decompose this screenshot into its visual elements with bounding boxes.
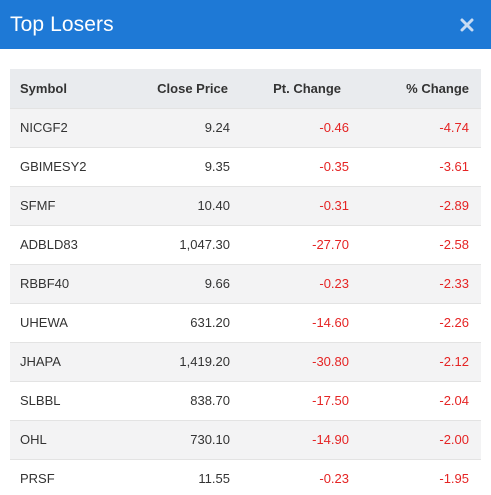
cell-close-price: 9.24 xyxy=(120,107,230,147)
table-row[interactable]: SLBBL 838.70 -17.50 -2.04 xyxy=(10,380,481,420)
cell-pt-change: -14.60 xyxy=(230,302,351,342)
losers-table: Symbol Close Price Pt. Change % Change N… xyxy=(10,69,481,495)
cell-close-price: 1,419.20 xyxy=(120,341,230,381)
cell-pt-change: -30.80 xyxy=(230,341,351,381)
cell-pt-change: -0.23 xyxy=(230,458,351,495)
cell-symbol: RBBF40 xyxy=(10,263,120,303)
cell-close-price: 730.10 xyxy=(120,419,230,459)
cell-pct-change: -2.04 xyxy=(351,380,481,420)
cell-pct-change: -3.61 xyxy=(351,146,481,186)
table-row[interactable]: OHL 730.10 -14.90 -2.00 xyxy=(10,419,481,459)
table-header-row: Symbol Close Price Pt. Change % Change xyxy=(10,69,481,108)
modal-title: Top Losers xyxy=(10,12,114,36)
cell-symbol: NICGF2 xyxy=(10,107,120,147)
table-row[interactable]: RBBF40 9.66 -0.23 -2.33 xyxy=(10,263,481,303)
cell-pct-change: -2.26 xyxy=(351,302,481,342)
cell-pct-change: -2.89 xyxy=(351,185,481,225)
cell-pt-change: -0.35 xyxy=(230,146,351,186)
cell-symbol: UHEWA xyxy=(10,302,120,342)
cell-symbol: JHAPA xyxy=(10,341,120,381)
cell-pct-change: -4.74 xyxy=(351,107,481,147)
cell-symbol: ADBLD83 xyxy=(10,224,120,264)
cell-pct-change: -2.58 xyxy=(351,224,481,264)
cell-close-price: 9.35 xyxy=(120,146,230,186)
cell-symbol: PRSF xyxy=(10,458,120,495)
table-row[interactable]: NICGF2 9.24 -0.46 -4.74 xyxy=(10,107,481,147)
cell-close-price: 631.20 xyxy=(120,302,230,342)
cell-pt-change: -17.50 xyxy=(230,380,351,420)
cell-close-price: 11.55 xyxy=(120,458,230,495)
column-header-close-price[interactable]: Close Price xyxy=(157,80,228,96)
cell-close-price: 9.66 xyxy=(120,263,230,303)
close-button[interactable] xyxy=(457,15,477,35)
column-header-pct-change[interactable]: % Change xyxy=(406,80,469,96)
column-header-pt-change[interactable]: Pt. Change xyxy=(273,80,341,96)
modal-header: Top Losers xyxy=(0,0,491,49)
cell-pct-change: -1.95 xyxy=(351,458,481,495)
table-row[interactable]: JHAPA 1,419.20 -30.80 -2.12 xyxy=(10,341,481,381)
cell-pt-change: -14.90 xyxy=(230,419,351,459)
table-row[interactable]: SFMF 10.40 -0.31 -2.89 xyxy=(10,185,481,225)
cell-pt-change: -0.46 xyxy=(230,107,351,147)
cell-pct-change: -2.33 xyxy=(351,263,481,303)
table-row[interactable]: ADBLD83 1,047.30 -27.70 -2.58 xyxy=(10,224,481,264)
table-row[interactable]: UHEWA 631.20 -14.60 -2.26 xyxy=(10,302,481,342)
table-row[interactable]: GBIMESY2 9.35 -0.35 -3.61 xyxy=(10,146,481,186)
cell-pct-change: -2.12 xyxy=(351,341,481,381)
cell-pct-change: -2.00 xyxy=(351,419,481,459)
cell-pt-change: -0.31 xyxy=(230,185,351,225)
cell-symbol: SFMF xyxy=(10,185,120,225)
cell-symbol: OHL xyxy=(10,419,120,459)
cell-symbol: GBIMESY2 xyxy=(10,146,120,186)
column-header-symbol[interactable]: Symbol xyxy=(20,80,67,96)
cell-close-price: 10.40 xyxy=(120,185,230,225)
close-icon xyxy=(460,18,474,31)
cell-pt-change: -27.70 xyxy=(230,224,351,264)
cell-close-price: 838.70 xyxy=(120,380,230,420)
modal-body: Symbol Close Price Pt. Change % Change N… xyxy=(0,49,491,495)
table-row[interactable]: PRSF 11.55 -0.23 -1.95 xyxy=(10,458,481,495)
cell-pt-change: -0.23 xyxy=(230,263,351,303)
cell-symbol: SLBBL xyxy=(10,380,120,420)
cell-close-price: 1,047.30 xyxy=(120,224,230,264)
